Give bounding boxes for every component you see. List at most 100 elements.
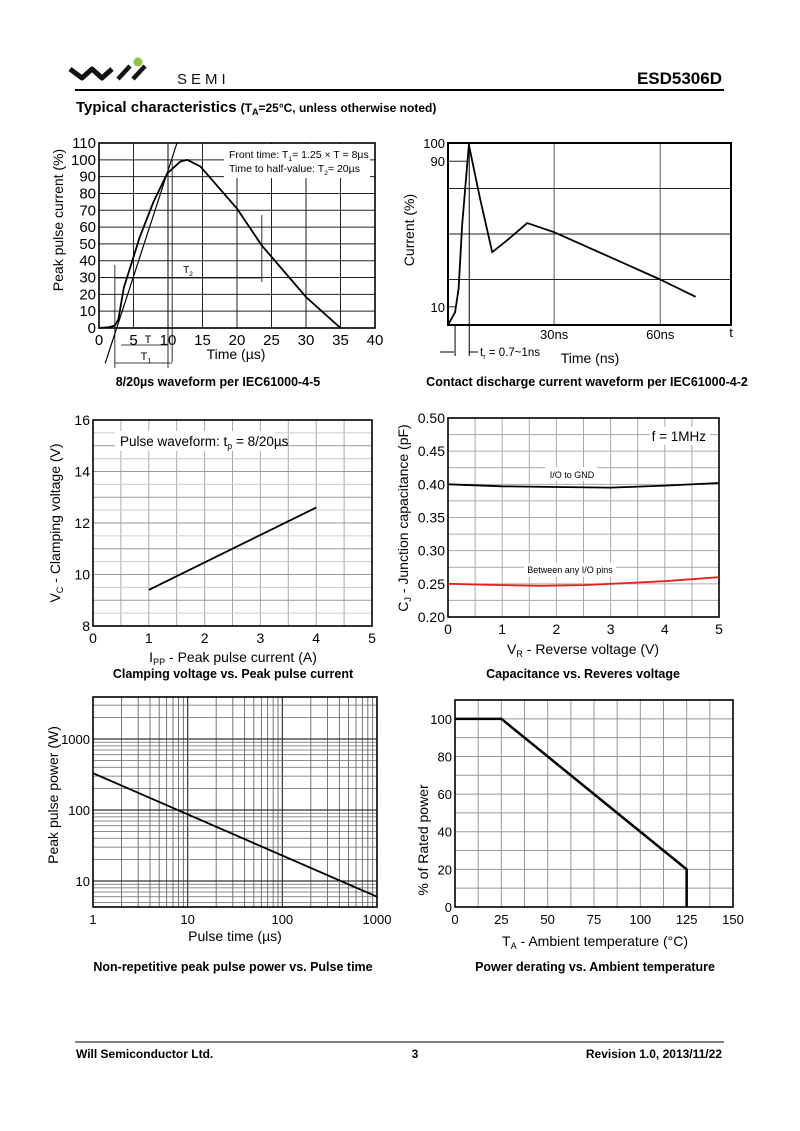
x-tick-label: 35 (332, 332, 349, 349)
half-value-note-text: = 20µs (328, 163, 360, 175)
y-tick-label: 100 (68, 803, 90, 818)
x-tick-label: 100 (271, 912, 293, 927)
series-line-vc (148, 506, 317, 591)
y-tick-label: 16 (74, 412, 90, 428)
y-axis-label-subscript: J (403, 597, 413, 602)
y-tick-label: 30 (79, 270, 96, 287)
t1-label: T1 (141, 351, 152, 365)
chart-caption: Clamping voltage vs. Peak pulse current (113, 667, 354, 681)
brand-name: SEMI (177, 71, 230, 88)
x-tick-label: 30 (298, 332, 315, 349)
x-tick-label: 75 (587, 912, 601, 927)
x-tick-label: 0 (444, 621, 452, 637)
y-tick-label: 50 (79, 236, 96, 253)
x-tick-label: 0 (89, 630, 97, 646)
logo-dot-icon (133, 57, 143, 67)
plot-frame (92, 696, 378, 908)
x-axis-label: VR - Reverse voltage (V) (507, 641, 659, 659)
y-axis-label-text: V (47, 593, 63, 603)
y-tick-label: 80 (438, 749, 452, 764)
x-tick-label: 3 (607, 621, 615, 637)
rise-time-note: tr = 0.7~1ns (480, 347, 540, 361)
y-axis-label: Current (%) (401, 194, 417, 266)
pulse-waveform-note-subscript: p (227, 441, 232, 451)
t1-label-subscript: 1 (147, 357, 151, 365)
x-tick-label: 1 (498, 621, 506, 637)
x-axis-label-text: T (502, 933, 511, 949)
rise-time-note-text: t (480, 347, 484, 359)
y-axis-label: % of Rated power (415, 784, 431, 896)
y-tick-label: 0.35 (418, 510, 445, 526)
x-tick-label: 25 (494, 912, 508, 927)
t2-label: T2 (183, 265, 193, 278)
plot-frame (447, 417, 720, 618)
x-tick-label: 40 (367, 332, 384, 349)
y-axis-label: Peak pulse power (W) (45, 726, 61, 864)
y-tick-label: 0 (445, 900, 452, 915)
chart-caption: Power derating vs. Ambient temperature (475, 960, 715, 974)
x-tick-label: 100 (629, 912, 651, 927)
y-tick-label: 90 (79, 169, 96, 186)
pulse-waveform-note: Pulse waveform: tp = 8/20µs (120, 434, 289, 451)
y-axis-label-text: - Clamping voltage (V) (47, 443, 63, 586)
rise-time-note-subscript: r (483, 352, 486, 361)
chart-2: 30ns 60ns t 100 90 10 Time (ns) Current (%) Cont… (401, 136, 748, 389)
x-axis-label-text: V (507, 641, 517, 657)
y-tick-label: 0.45 (418, 443, 445, 459)
pulse-waveform-note-text: = 8/20µs (232, 434, 288, 449)
half-value-note-text: Time to half-value: T (229, 163, 325, 175)
x-axis-label: Time (µs) (207, 346, 266, 362)
x-tick-label: 2 (201, 630, 209, 646)
y-tick-label: 0.25 (418, 576, 445, 592)
annotation-box (650, 427, 710, 445)
t2-label-text: T (183, 265, 189, 276)
x-tick-label: 10 (180, 912, 194, 927)
front-time-note-text: Front time: T (229, 149, 289, 161)
y-tick-label: 100 (71, 152, 96, 169)
page-number: 3 (412, 1047, 419, 1061)
x-axis-label-subscript: PP (153, 657, 165, 667)
x-axis-label: Pulse time (µs) (188, 928, 282, 944)
chart-5: 1 10 100 1000 10 100 1000 Pulse time (µs) Peak p… (45, 696, 392, 974)
x-tick-label: 60ns (646, 327, 675, 342)
x-axis-label-subscript: A (511, 941, 518, 951)
annotation-box (115, 431, 275, 451)
x-tick-label: 1000 (363, 912, 392, 927)
front-time-note-subscript: 1 (288, 156, 292, 163)
x-tick-label: 5 (368, 630, 376, 646)
annotation-box (224, 144, 370, 178)
y-tick-label: 10 (74, 567, 90, 583)
y-tick-label: 8 (82, 618, 90, 634)
plot-frame (98, 142, 376, 329)
y-tick-label: 0.40 (418, 476, 445, 492)
y-tick-label: 40 (438, 825, 452, 840)
x-axis-label-subscript: R (516, 649, 523, 659)
half-value-note: Time to half-value: T2= 20µs (229, 163, 360, 177)
y-tick-label: 0.30 (418, 543, 445, 559)
x-axis-label: IPP - Peak pulse current (A) (149, 649, 317, 667)
y-tick-label: 60 (438, 787, 452, 802)
y-axis-label-text: - Junction capacitance (pF) (395, 424, 411, 597)
x-tick-label: 125 (676, 912, 698, 927)
x-tick-label: 0 (451, 912, 458, 927)
y-tick-label: 10 (431, 300, 445, 315)
x-tick-label: 2 (553, 621, 561, 637)
plot-frame (92, 419, 373, 627)
x-tick-label: 20 (229, 332, 246, 349)
y-tick-label: 110 (72, 135, 96, 152)
x-axis-label-text: - Reverse voltage (V) (523, 641, 659, 657)
part-number: ESD5306D (637, 69, 722, 88)
pulse-waveform-note-text: Pulse waveform: t (120, 434, 228, 449)
logo-slash-icon (131, 64, 147, 81)
y-tick-label: 40 (79, 253, 96, 270)
frequency-note: f = 1MHz (652, 429, 707, 444)
x-tick-label: t (729, 325, 733, 340)
x-tick-label: 1 (89, 912, 96, 927)
y-tick-label: 0.50 (418, 410, 445, 426)
y-tick-label: 60 (79, 219, 96, 236)
t1-label-text: T (141, 351, 148, 363)
x-tick-label: 5 (715, 621, 723, 637)
label-box (545, 467, 597, 481)
